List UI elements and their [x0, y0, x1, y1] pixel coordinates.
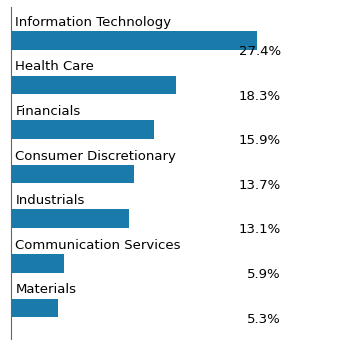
Text: Materials: Materials: [15, 283, 76, 296]
Text: 5.3%: 5.3%: [247, 312, 281, 326]
Bar: [11, 75, 176, 94]
Bar: [11, 299, 58, 317]
Text: 5.9%: 5.9%: [247, 268, 281, 281]
Text: 13.7%: 13.7%: [239, 179, 281, 192]
Text: Consumer Discretionary: Consumer Discretionary: [15, 149, 176, 163]
Text: 13.1%: 13.1%: [239, 224, 281, 236]
Text: Industrials: Industrials: [15, 194, 85, 207]
Text: Health Care: Health Care: [15, 60, 94, 73]
Bar: [11, 209, 129, 228]
Text: 15.9%: 15.9%: [239, 134, 281, 147]
Bar: [11, 31, 257, 50]
Bar: [11, 165, 134, 183]
Text: Financials: Financials: [15, 105, 81, 118]
Text: 27.4%: 27.4%: [239, 45, 281, 58]
Bar: [11, 254, 64, 273]
Text: 18.3%: 18.3%: [239, 90, 281, 103]
Text: Communication Services: Communication Services: [15, 239, 181, 252]
Bar: [11, 120, 154, 139]
Text: Information Technology: Information Technology: [15, 16, 171, 29]
